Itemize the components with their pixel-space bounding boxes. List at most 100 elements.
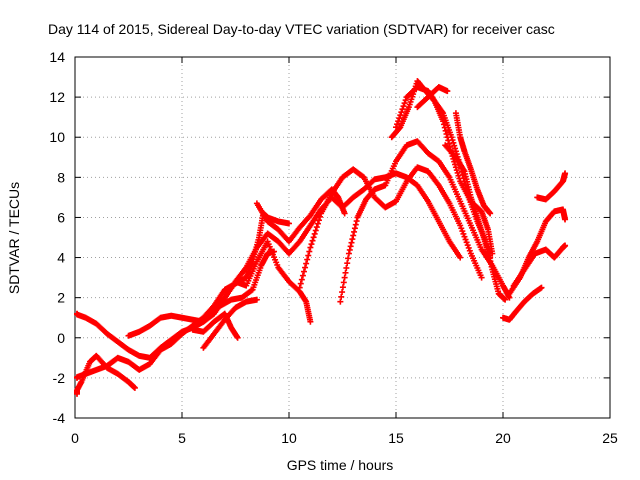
data-point: [442, 127, 449, 134]
data-point: [310, 234, 317, 241]
data-point: [452, 164, 459, 171]
data-point: [393, 124, 399, 131]
data-point: [296, 284, 303, 291]
data-point: [314, 220, 321, 227]
x-tick-label: 5: [178, 430, 186, 446]
data-point: [311, 230, 318, 237]
data-point: [253, 296, 260, 303]
data-point: [312, 227, 319, 234]
data-point: [452, 148, 459, 155]
chart-title: Day 114 of 2015, Sidereal Day-to-day VTE…: [48, 21, 555, 37]
y-tick-label: 0: [57, 330, 65, 346]
data-point: [344, 260, 351, 267]
data-point: [502, 296, 509, 303]
data-point: [315, 217, 322, 224]
data-point: [286, 220, 292, 227]
x-tick-label: 10: [281, 430, 297, 446]
data-point: [341, 274, 348, 281]
y-tick-label: 4: [57, 250, 65, 266]
data-point: [308, 241, 315, 248]
data-point: [399, 106, 406, 113]
data-point: [462, 236, 469, 243]
data-point: [306, 248, 313, 255]
data-point: [460, 230, 467, 237]
data-point: [478, 274, 485, 281]
y-tick-label: 8: [57, 169, 65, 185]
data-point: [450, 139, 457, 146]
y-tick-label: 6: [57, 209, 65, 225]
series-track-15: [452, 110, 494, 217]
data-point: [452, 161, 459, 168]
data-point: [234, 334, 241, 341]
data-point: [303, 260, 310, 267]
data-point: [444, 134, 451, 141]
data-point: [562, 170, 569, 177]
x-axis-label: GPS time / hours: [287, 457, 394, 473]
y-axis-label: SDTVAR / TECUs: [6, 182, 22, 294]
data-point: [337, 298, 344, 305]
data-point: [317, 213, 324, 220]
data-point: [345, 250, 352, 257]
x-tick-label: 20: [495, 430, 511, 446]
data-point: [459, 228, 466, 235]
data-point: [313, 224, 320, 231]
data-point: [302, 264, 309, 271]
data-point: [352, 221, 359, 228]
data-point: [487, 254, 494, 261]
data-point: [451, 142, 458, 149]
data-point: [461, 233, 468, 240]
data-point: [300, 268, 307, 275]
series-track-14: [442, 142, 494, 261]
data-point: [342, 269, 349, 276]
x-tick-label: 25: [602, 430, 618, 446]
y-tick-label: -4: [53, 410, 66, 426]
data-point: [341, 210, 348, 217]
data-point: [395, 118, 402, 125]
series-track-18: [534, 170, 569, 203]
data-point: [562, 216, 569, 223]
data-point: [347, 243, 354, 250]
data-point: [487, 210, 494, 217]
plot-frame: [74, 56, 611, 419]
data-point: [458, 225, 465, 232]
data-point: [271, 248, 278, 255]
data-point: [443, 131, 450, 138]
grid: [75, 57, 610, 418]
series-track-19: [510, 242, 569, 289]
data-point: [309, 237, 316, 244]
data-point: [440, 121, 447, 128]
data-point: [304, 256, 311, 263]
data-point: [457, 254, 464, 261]
series-track-7: [200, 296, 260, 351]
y-tick-label: -2: [53, 370, 66, 386]
data-point: [345, 255, 352, 262]
data-point: [307, 244, 314, 251]
data-point: [394, 121, 401, 128]
data-point: [307, 318, 314, 325]
series-track-8: [253, 186, 348, 245]
series-track-5: [196, 248, 278, 325]
series-track-10: [337, 138, 513, 305]
data-point: [452, 145, 459, 152]
data-point: [396, 125, 403, 132]
data-point: [338, 293, 345, 300]
data-point: [351, 228, 358, 235]
data-point: [348, 239, 355, 246]
data-point: [353, 218, 360, 225]
data-point: [457, 222, 464, 229]
data-point: [445, 137, 452, 144]
x-tick-label: 15: [388, 430, 404, 446]
data-point: [297, 280, 304, 287]
data-point: [350, 232, 357, 239]
series-track-16: [500, 284, 545, 323]
data-point: [131, 384, 138, 391]
series-track-9: [296, 164, 485, 291]
data-point: [454, 169, 461, 176]
series-track-11: [388, 78, 509, 303]
data-point: [349, 236, 356, 243]
data-point: [440, 118, 447, 125]
y-tick-label: 2: [57, 290, 65, 306]
data-point: [456, 175, 463, 182]
data-point: [340, 279, 347, 286]
y-tick-label: 10: [49, 129, 65, 145]
